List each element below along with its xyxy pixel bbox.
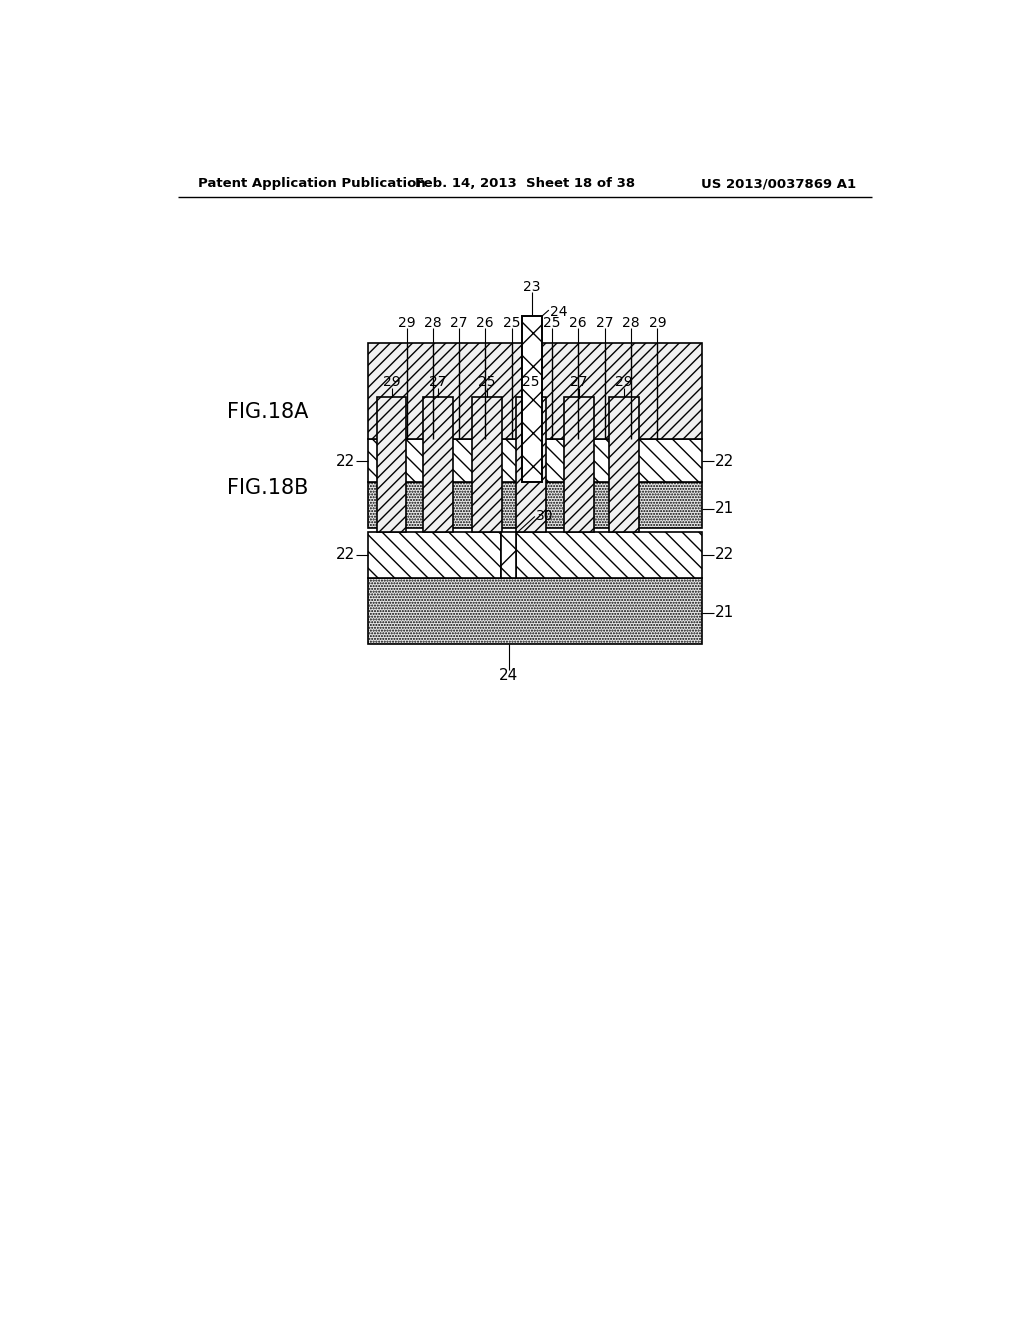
Text: 22: 22 bbox=[715, 548, 734, 562]
Bar bbox=[521, 317, 542, 482]
Text: 22: 22 bbox=[336, 454, 355, 469]
Text: 26: 26 bbox=[476, 317, 495, 330]
Bar bbox=[501, 532, 516, 578]
Text: 24: 24 bbox=[550, 305, 568, 319]
Text: 27: 27 bbox=[429, 375, 446, 388]
Text: 25: 25 bbox=[522, 375, 540, 388]
Text: 27: 27 bbox=[596, 317, 613, 330]
Bar bbox=[564, 397, 594, 532]
Text: Patent Application Publication: Patent Application Publication bbox=[198, 177, 426, 190]
Text: 21: 21 bbox=[715, 502, 734, 516]
Bar bbox=[542, 343, 701, 440]
Text: 30: 30 bbox=[537, 510, 554, 524]
Text: FIG.18B: FIG.18B bbox=[226, 478, 308, 498]
Bar bbox=[369, 578, 701, 644]
Bar bbox=[609, 397, 639, 532]
Text: 23: 23 bbox=[523, 280, 541, 294]
Text: 25: 25 bbox=[543, 317, 561, 330]
Text: 21: 21 bbox=[715, 605, 734, 620]
Bar bbox=[516, 532, 701, 578]
Text: FIG.18A: FIG.18A bbox=[226, 403, 308, 422]
Text: 26: 26 bbox=[569, 317, 587, 330]
Bar bbox=[377, 397, 407, 532]
Text: 25: 25 bbox=[503, 317, 520, 330]
Text: 29: 29 bbox=[648, 317, 667, 330]
Bar bbox=[369, 440, 521, 482]
Bar bbox=[369, 343, 521, 440]
Bar bbox=[369, 532, 501, 578]
Text: Feb. 14, 2013  Sheet 18 of 38: Feb. 14, 2013 Sheet 18 of 38 bbox=[415, 177, 635, 190]
Text: US 2013/0037869 A1: US 2013/0037869 A1 bbox=[701, 177, 856, 190]
Text: 29: 29 bbox=[615, 375, 633, 388]
Text: 22: 22 bbox=[336, 548, 355, 562]
Text: 27: 27 bbox=[451, 317, 468, 330]
Text: 22: 22 bbox=[715, 454, 734, 469]
Bar bbox=[369, 482, 701, 528]
Bar bbox=[542, 440, 701, 482]
Bar bbox=[472, 397, 502, 532]
Bar bbox=[516, 397, 546, 532]
Text: 28: 28 bbox=[623, 317, 640, 330]
Text: 29: 29 bbox=[383, 375, 400, 388]
Bar bbox=[423, 397, 453, 532]
Text: 27: 27 bbox=[570, 375, 588, 388]
Text: 25: 25 bbox=[478, 375, 496, 388]
Text: 24: 24 bbox=[499, 668, 518, 684]
Text: 29: 29 bbox=[398, 317, 416, 330]
Text: 28: 28 bbox=[424, 317, 441, 330]
